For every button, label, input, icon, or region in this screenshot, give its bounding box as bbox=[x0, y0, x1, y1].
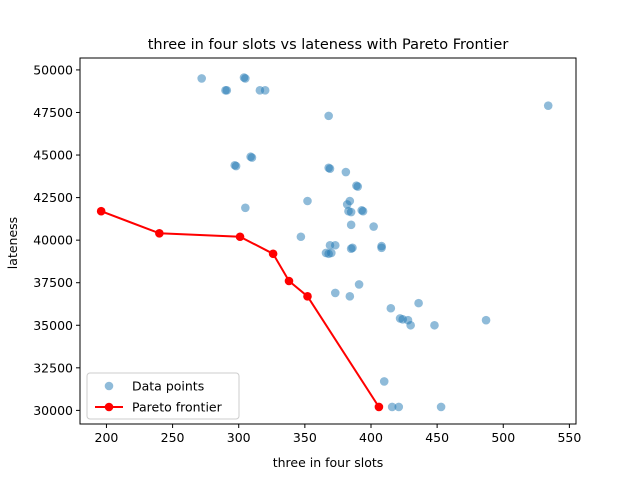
x-tick-label: 250 bbox=[161, 430, 185, 445]
data-point bbox=[327, 248, 336, 258]
data-point bbox=[325, 164, 335, 173]
legend: Data points Pareto frontier bbox=[86, 372, 240, 420]
legend-label: Data points bbox=[132, 379, 204, 394]
data-point bbox=[406, 320, 415, 330]
legend-box bbox=[86, 372, 240, 420]
data-point bbox=[387, 402, 397, 412]
data-point bbox=[430, 320, 439, 330]
plot-frame bbox=[79, 57, 577, 425]
data-point bbox=[241, 203, 250, 213]
data-point bbox=[353, 182, 363, 191]
data-point bbox=[330, 288, 340, 298]
data-point bbox=[348, 243, 357, 253]
y-tick-label: 30000 bbox=[33, 403, 73, 418]
data-point bbox=[247, 153, 257, 162]
y-tick-label: 32500 bbox=[33, 360, 73, 375]
legend-marker-pareto bbox=[104, 402, 114, 412]
data-point bbox=[436, 402, 446, 412]
x-tick-label: 350 bbox=[293, 430, 317, 445]
data-point bbox=[543, 101, 553, 110]
pareto-point bbox=[374, 402, 384, 412]
data-point bbox=[260, 86, 270, 95]
y-axis-label: lateness bbox=[5, 217, 20, 269]
pareto-point bbox=[96, 206, 106, 216]
axes: 200 250 300 350 400 450 500 550 30000 32500 35000 3… bbox=[33, 57, 581, 445]
data-point bbox=[324, 111, 333, 121]
data-point bbox=[222, 86, 232, 95]
y-tick-label: 35000 bbox=[33, 318, 73, 333]
data-point bbox=[377, 241, 386, 251]
x-tick-label: 550 bbox=[557, 430, 581, 445]
data-point bbox=[386, 303, 396, 313]
y-tick-label: 40000 bbox=[33, 233, 73, 248]
data-point bbox=[231, 161, 241, 171]
pareto-point bbox=[235, 232, 245, 242]
data-point bbox=[394, 402, 404, 412]
pareto-point bbox=[284, 276, 294, 286]
data-point bbox=[346, 207, 356, 217]
x-tick-label: 400 bbox=[359, 430, 383, 445]
data-point bbox=[481, 315, 491, 325]
pareto-point bbox=[268, 249, 278, 259]
legend-marker-data-points bbox=[104, 381, 114, 391]
x-axis-label: three in four slots bbox=[273, 455, 384, 470]
chart-title: three in four slots vs lateness with Par… bbox=[148, 37, 509, 53]
data-point bbox=[414, 298, 423, 308]
data-point bbox=[197, 74, 206, 83]
data-point bbox=[379, 377, 389, 386]
x-tick-label: 200 bbox=[95, 430, 119, 445]
data-point bbox=[346, 220, 356, 230]
pareto-point bbox=[303, 292, 312, 301]
y-tick-label: 47500 bbox=[33, 105, 73, 120]
y-tick-label: 50000 bbox=[33, 62, 73, 77]
y-tick-label: 45000 bbox=[33, 148, 73, 163]
x-tick-label: 450 bbox=[425, 430, 449, 445]
data-point bbox=[303, 196, 312, 206]
data-point bbox=[296, 232, 306, 242]
plot-area bbox=[96, 73, 553, 412]
y-tick-label: 37500 bbox=[33, 275, 73, 290]
data-point bbox=[358, 206, 368, 216]
x-tick-label: 500 bbox=[491, 430, 515, 445]
data-point bbox=[341, 167, 351, 177]
data-point bbox=[241, 74, 250, 83]
data-point bbox=[342, 200, 352, 209]
pareto-point bbox=[155, 229, 164, 238]
data-point bbox=[369, 222, 378, 231]
legend-label: Pareto frontier bbox=[132, 400, 223, 415]
y-tick-label: 42500 bbox=[33, 190, 73, 205]
data-point bbox=[330, 240, 340, 250]
data-point bbox=[345, 292, 355, 301]
x-tick-label: 300 bbox=[227, 430, 251, 445]
data-point bbox=[354, 280, 364, 289]
